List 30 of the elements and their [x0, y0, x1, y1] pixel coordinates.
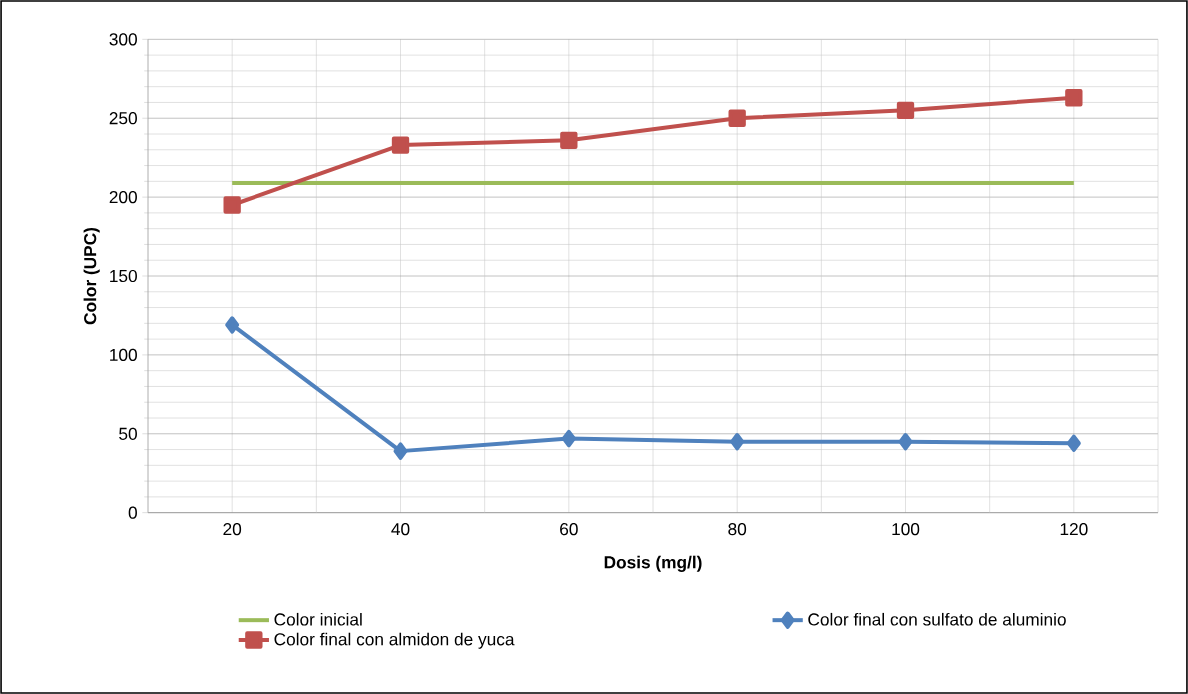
- legend-label: Color inicial: [274, 612, 362, 626]
- point: [393, 442, 408, 460]
- point: [561, 429, 576, 448]
- point: [1066, 434, 1081, 452]
- x-tick-label: 20: [223, 523, 242, 536]
- x-tick-label: 120: [1060, 523, 1088, 536]
- y-tick-label: 50: [119, 427, 137, 440]
- point: [391, 136, 410, 154]
- point: [225, 316, 240, 334]
- point: [898, 433, 913, 451]
- y-tick-label: 200: [109, 190, 137, 204]
- x-tick-label: 100: [892, 523, 920, 536]
- point: [223, 196, 241, 214]
- y-tick-label: 100: [110, 348, 137, 361]
- y-tick-label: 0: [128, 506, 137, 519]
- legend-label: Color final con almidon de yuca: [274, 632, 515, 649]
- x-axis-title: Dosis (mg/l): [604, 555, 702, 572]
- y-tick-label: 250: [109, 112, 137, 125]
- x-tick-label: 80: [728, 523, 747, 536]
- x-tick-label: 60: [560, 523, 578, 536]
- y-axis-title: Color (UPC): [83, 227, 100, 325]
- point: [896, 101, 915, 119]
- point: [728, 109, 746, 127]
- point: [1065, 89, 1083, 107]
- point: [730, 433, 745, 451]
- y-tick-label: 300: [109, 33, 137, 46]
- legend-label: Color final con sulfato de aluminio: [808, 612, 1066, 626]
- point: [560, 131, 578, 149]
- y-tick-label: 150: [110, 269, 137, 283]
- x-tick-label: 40: [391, 523, 410, 536]
